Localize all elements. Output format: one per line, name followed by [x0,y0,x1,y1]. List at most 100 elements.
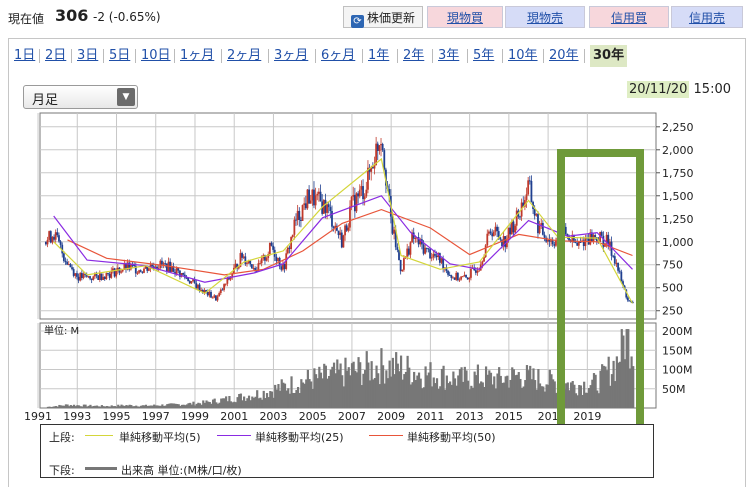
tab-period-8[interactable]: 6ヶ月 [321,48,356,63]
candle-body [157,267,160,269]
volume-bar [535,389,538,408]
volume-bar [377,373,380,408]
tab-period-12[interactable]: 5年 [473,48,495,63]
candle-body [182,273,185,275]
volume-bar [514,375,517,408]
candle-body [123,263,126,270]
tab-period-9[interactable]: 1年 [368,48,390,63]
margin-buy-button[interactable]: 信用買 [589,6,669,28]
candle-body [438,253,441,263]
volume-bar [439,386,442,408]
volume-bar [234,402,238,408]
volume-bar [422,387,426,408]
volume-bar [105,405,108,408]
candle-body [174,271,176,274]
tab-period-14[interactable]: 20年 [549,48,579,63]
candle-body [324,199,327,213]
candle-body [77,276,80,281]
cash-buy-button[interactable]: 現物買 [427,6,503,28]
tab-period-0[interactable]: 1日 [14,48,36,63]
period-select[interactable]: 月足 ▼ [23,85,138,109]
candle-body [80,272,83,278]
candle-body [476,270,479,273]
margin-sell-button[interactable]: 信用売 [671,6,743,28]
volume-bar [205,400,208,408]
candle-body [138,270,140,273]
candle-body [322,199,325,214]
candle-body [113,268,116,277]
volume-bar [524,380,527,408]
volume-bar [489,372,493,408]
volume-bar [386,378,390,408]
refresh-label: 株価更新 [366,11,415,25]
tab-period-10[interactable]: 2年 [403,48,425,63]
candle-body [455,272,458,280]
volume-bar [390,376,393,408]
tab-period-13[interactable]: 10年 [508,48,538,63]
candle-body [353,194,356,212]
volume-bar [547,384,550,408]
tab-period-1[interactable]: 2日 [45,48,67,63]
candle-body [551,240,554,245]
volume-bar [318,366,321,408]
candle-body [510,221,513,235]
candle-body [631,302,634,304]
candle-body [264,255,266,261]
tab-period-5[interactable]: 1ヶ月 [180,48,215,63]
candle-body [107,273,109,275]
volume-bar [187,403,190,408]
candle-body [579,241,582,243]
candle-body [69,264,72,268]
candle-body [156,266,158,269]
candle-body [232,267,235,275]
tab-separator [221,49,222,63]
volume-bar [607,356,610,408]
tab-period-15[interactable]: 30年 [590,45,628,67]
quote-header: 現在値 306 -2 (-0.65%) ⟳ 株価更新 現物買 現物売 信用買 信用… [0,0,749,34]
candle-body [71,267,73,270]
volume-bar [334,373,337,408]
candle-body [172,265,175,272]
volume-y-tick-label: 100M [662,364,693,377]
candle-body [594,235,597,238]
x-tick-label: 2015 [495,410,523,423]
tab-period-3[interactable]: 5日 [109,48,131,63]
cash-sell-button[interactable]: 現物売 [505,6,585,28]
tab-period-4[interactable]: 10日 [141,48,171,63]
tab-period-6[interactable]: 2ヶ月 [227,48,262,63]
volume-bar [470,385,473,408]
volume-bar [89,404,92,408]
volume-bar [221,398,224,408]
candle-body [445,267,448,271]
tab-period-11[interactable]: 3年 [438,48,460,63]
volume-bar [548,369,551,408]
tab-separator [103,49,104,63]
candle-body [406,248,409,257]
candle-body [187,277,190,282]
candle-body [268,242,271,255]
volume-bar [243,396,246,408]
volume-bar [411,382,414,408]
refresh-price-button[interactable]: ⟳ 株価更新 [343,6,423,28]
tab-period-2[interactable]: 3日 [77,48,99,63]
volume-bar [95,405,99,408]
candle-body [131,264,134,266]
candle-body [401,269,404,272]
candle-body [218,293,221,297]
volume-bar [144,404,148,408]
candle-body [90,278,93,280]
volume-bar [592,373,596,408]
volume-bar [403,374,406,408]
volume-bar [360,385,363,408]
volume-bar [617,362,620,408]
candle-body [311,189,314,201]
candle-body [523,199,526,207]
volume-bar [372,379,375,408]
candle-body [67,264,70,266]
tab-period-7[interactable]: 3ヶ月 [274,48,309,63]
candle-body [226,277,229,284]
volume-bar [357,357,360,408]
volume-bar [58,404,61,408]
candle-body [540,223,543,226]
candle-body [296,210,299,221]
